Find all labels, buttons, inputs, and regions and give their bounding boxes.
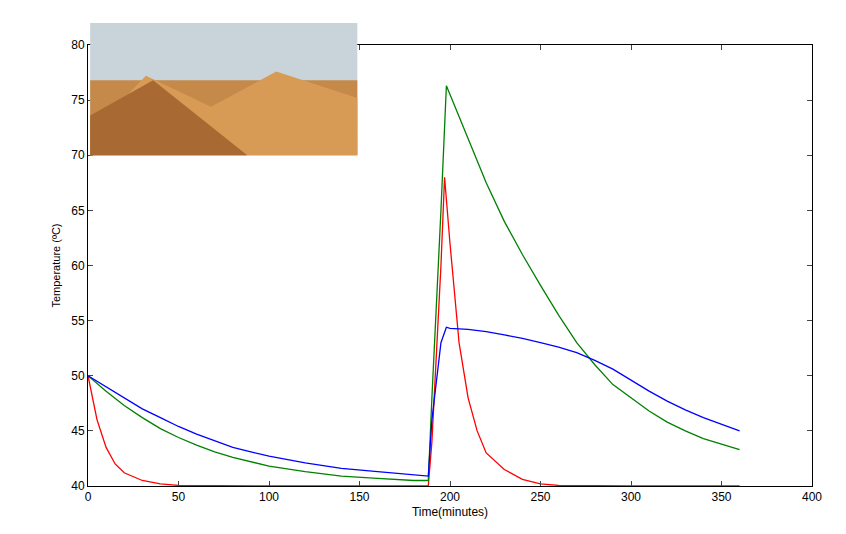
svg-text:Temperature (ºC): Temperature (ºC)	[50, 223, 62, 307]
svg-text:100: 100	[259, 490, 279, 504]
svg-text:250: 250	[530, 490, 550, 504]
svg-text:50: 50	[172, 490, 186, 504]
svg-text:200: 200	[440, 490, 460, 504]
svg-text:Time(minutes): Time(minutes)	[412, 505, 488, 519]
svg-text:350: 350	[711, 490, 731, 504]
svg-text:50: 50	[71, 369, 85, 383]
svg-text:150: 150	[349, 490, 369, 504]
svg-text:0: 0	[85, 490, 92, 504]
svg-text:70: 70	[71, 148, 85, 162]
svg-text:80: 80	[71, 38, 85, 52]
svg-text:300: 300	[621, 490, 641, 504]
svg-text:40: 40	[71, 479, 85, 493]
svg-text:65: 65	[71, 204, 85, 218]
svg-text:55: 55	[71, 314, 85, 328]
svg-text:45: 45	[71, 424, 85, 438]
svg-text:400: 400	[802, 490, 822, 504]
svg-text:60: 60	[71, 259, 85, 273]
svg-text:75: 75	[71, 93, 85, 107]
